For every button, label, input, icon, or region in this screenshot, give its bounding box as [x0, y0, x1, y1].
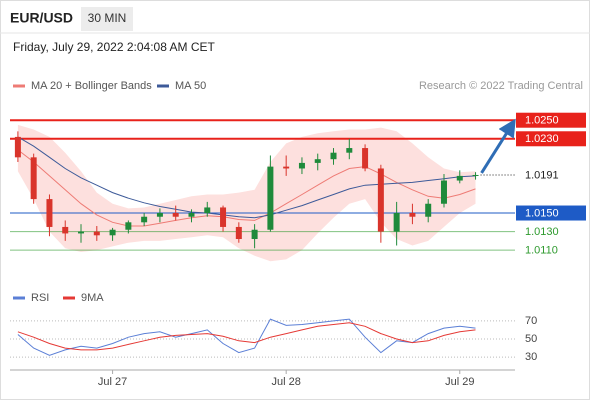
y-tick-label: 50	[525, 333, 537, 345]
interval: 30 MIN	[88, 11, 127, 25]
interval-badge	[81, 7, 133, 31]
legend-label: MA 50	[175, 80, 206, 92]
legend-label: 9MA	[81, 292, 104, 304]
candle-body	[156, 213, 163, 217]
credit: Research © 2022 Trading Central	[419, 80, 583, 92]
candle-body	[267, 166, 274, 230]
legend-label: MA 20 + Bollinger Bands	[31, 80, 152, 92]
level-label: 1.0110	[525, 245, 558, 257]
candle-body	[235, 226, 242, 240]
level-label-box	[516, 131, 586, 147]
forecast-arrow	[480, 118, 516, 174]
level-label-box	[516, 167, 586, 183]
candle-body	[409, 213, 416, 217]
candle-body	[141, 216, 148, 223]
level-label-box	[516, 205, 586, 221]
candle-body	[346, 148, 353, 153]
candle-body	[93, 231, 100, 236]
candle-body	[62, 226, 69, 234]
legend-label: RSI	[31, 292, 49, 304]
candle-body	[377, 168, 384, 232]
candle-body	[440, 180, 447, 204]
candle-body	[425, 203, 432, 217]
candle-body	[30, 157, 37, 200]
symbol: EUR/USD	[10, 10, 73, 26]
candle-body	[14, 136, 21, 158]
candle-body	[298, 162, 305, 169]
level-label: 1.0130	[525, 226, 559, 238]
bollinger-band	[17, 124, 476, 262]
x-tick-label: Jul 27	[98, 376, 127, 388]
candle-body	[220, 207, 227, 227]
level-label-box	[516, 112, 586, 128]
candle-body	[251, 229, 258, 240]
y-tick-label: 30	[525, 351, 537, 363]
timestamp: Friday, July 29, 2022 2:04:08 AM CET	[13, 40, 216, 54]
candle-body	[472, 174, 479, 176]
candle-body	[78, 231, 85, 234]
level-label: 1.0230	[525, 133, 559, 145]
level-label: 1.0250	[525, 115, 559, 127]
candle-body	[172, 213, 179, 217]
candle-body	[330, 152, 337, 160]
x-tick-label: Jul 28	[271, 376, 300, 388]
level-label-box	[516, 224, 586, 240]
candle-body	[456, 175, 463, 181]
candle-body	[188, 213, 195, 217]
candle-body	[109, 229, 116, 236]
y-tick-label: 70	[525, 315, 537, 327]
candle-body	[204, 207, 211, 214]
candle-body	[314, 159, 321, 163]
level-label: 1.0150	[525, 207, 559, 219]
candle-body	[46, 199, 53, 227]
rsi-line	[17, 318, 476, 356]
candle-body	[393, 213, 400, 232]
level-label: 1.0191	[525, 169, 559, 181]
candle-body	[283, 166, 290, 169]
x-tick-label: Jul 29	[445, 376, 474, 388]
rsi-line	[17, 322, 476, 351]
ma-line	[17, 136, 476, 219]
candle-body	[125, 222, 132, 230]
candle-body	[362, 148, 369, 169]
level-label-box	[516, 242, 586, 258]
